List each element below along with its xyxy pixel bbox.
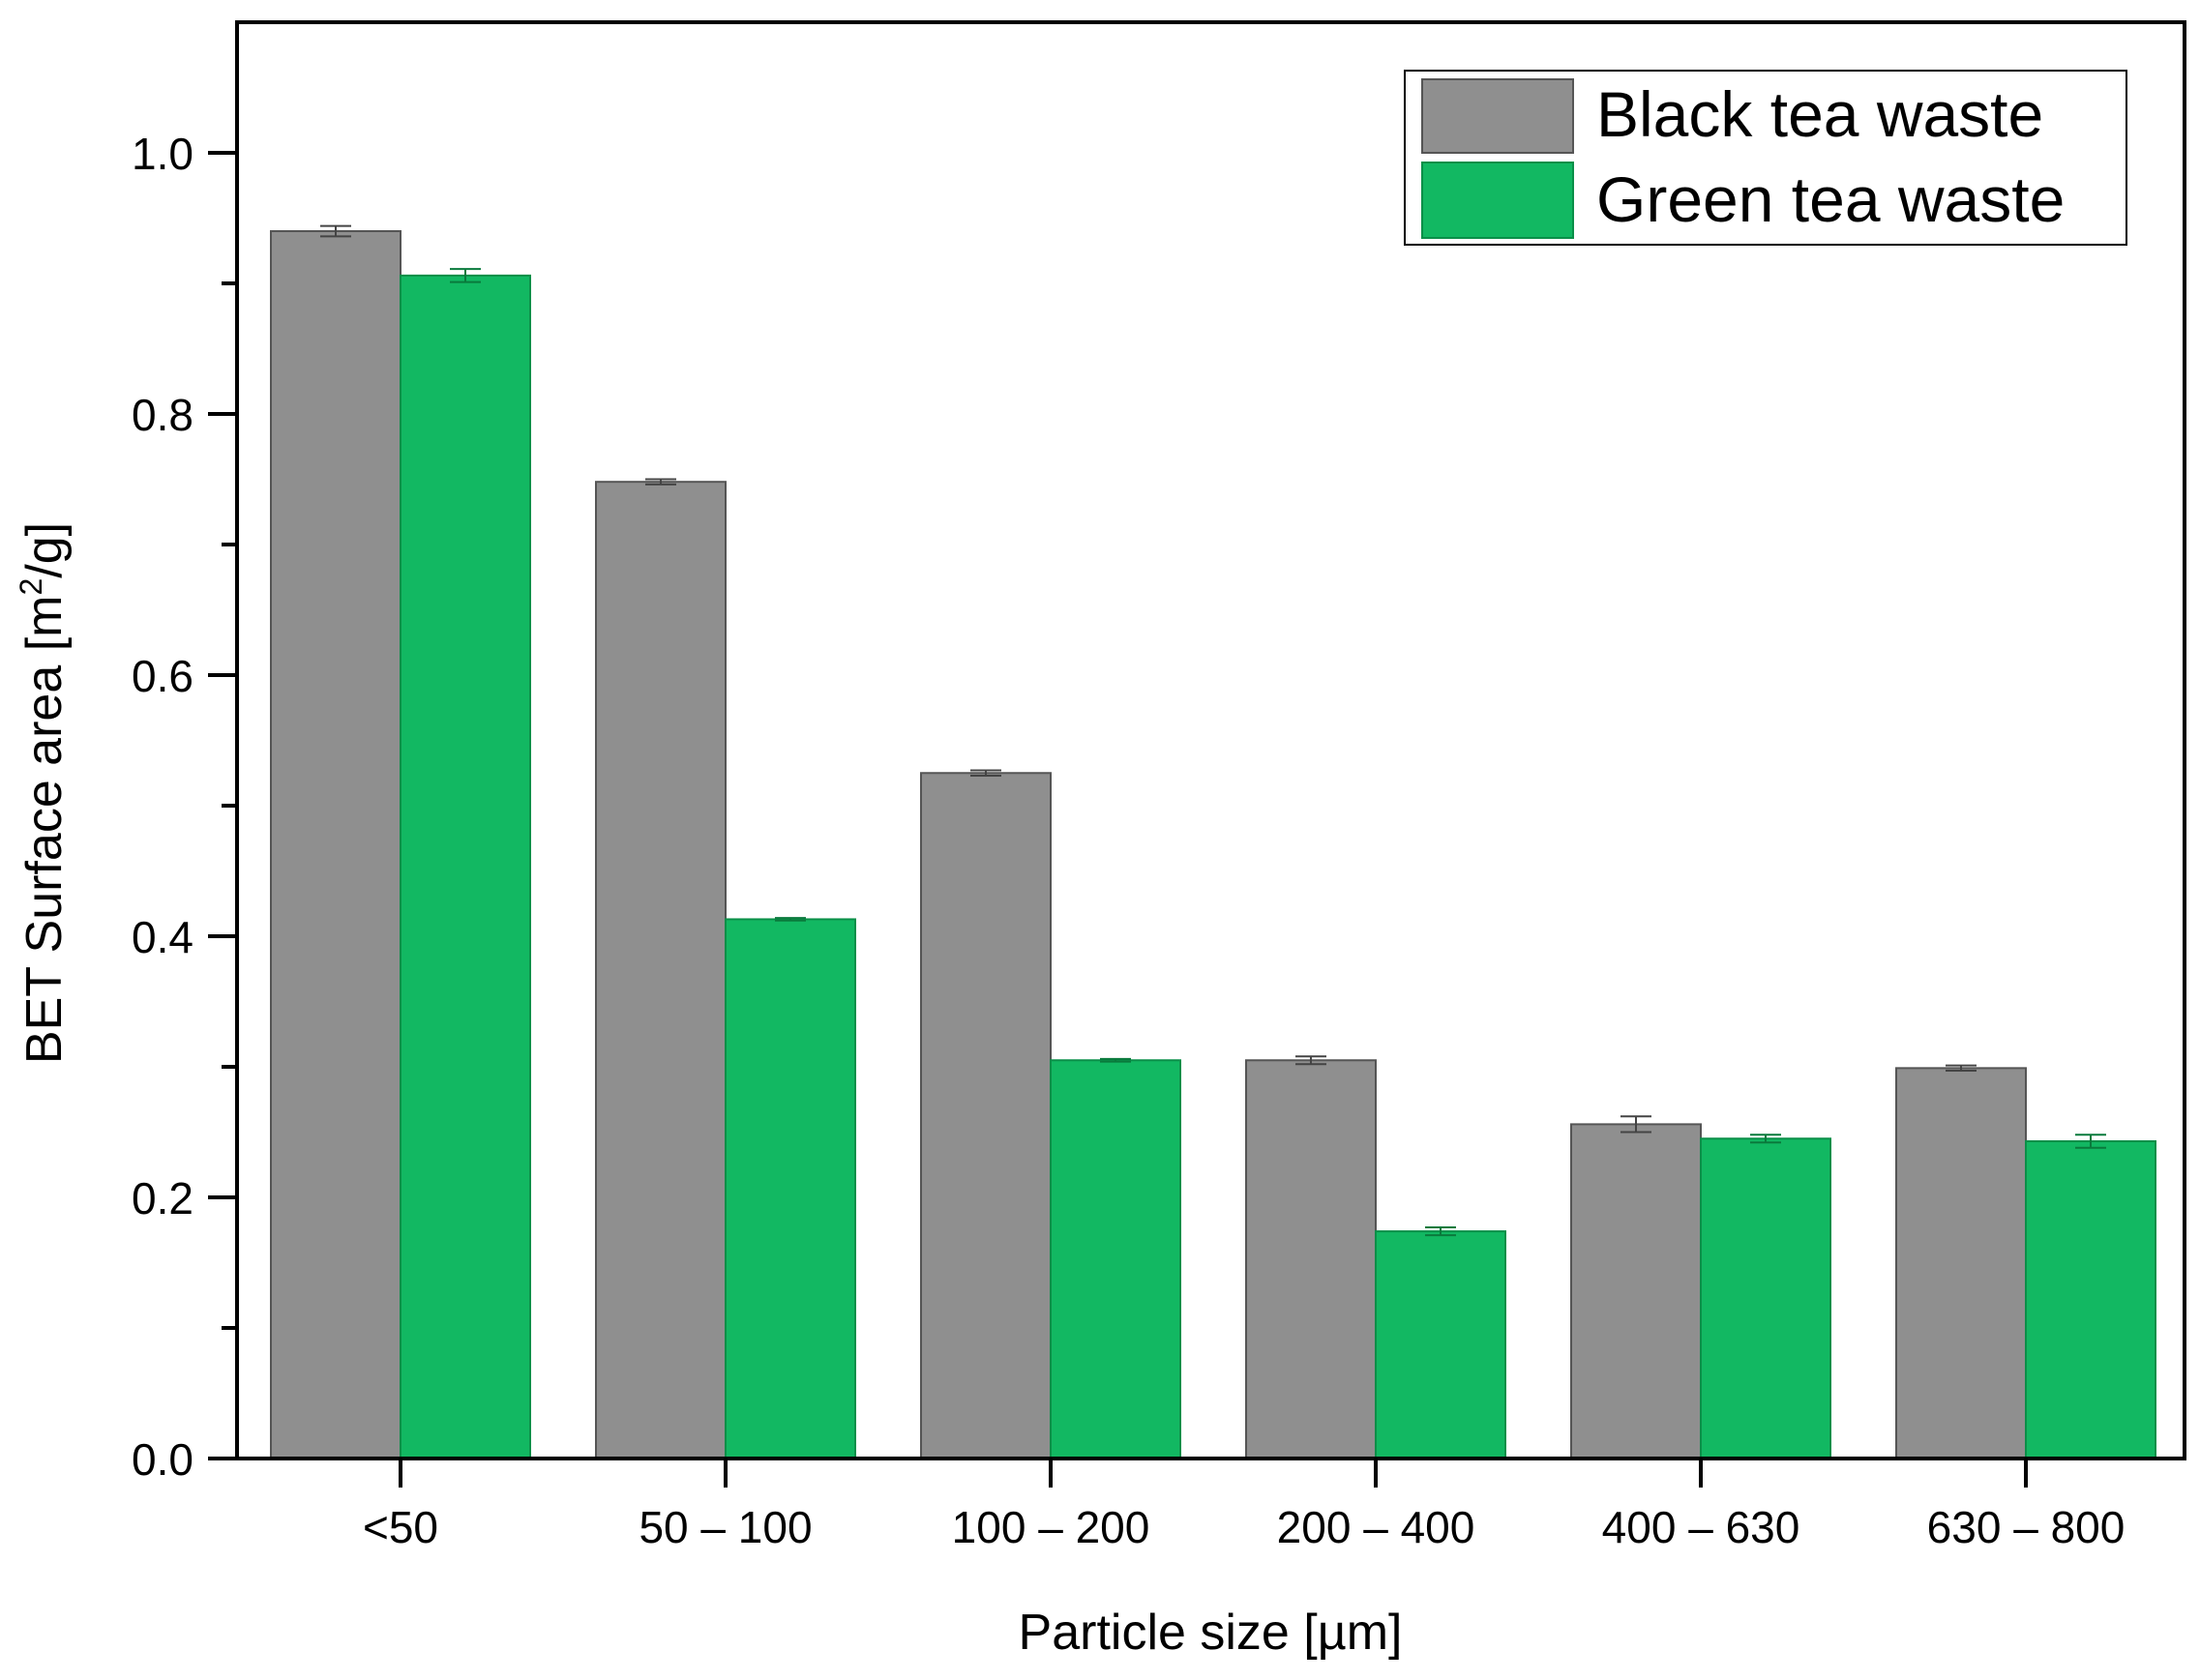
bar-green-tea-3 [1375,1230,1506,1459]
bar-black-tea-2 [920,772,1052,1459]
error-bar-black-tea-5 [1946,1064,1977,1073]
bar-black-tea-4 [1570,1123,1702,1460]
legend-swatch-black-tea [1421,78,1574,154]
error-bar-black-tea-2 [970,769,1001,777]
x-axis-title: Particle size [µm] [1019,1605,1403,1661]
y-axis: 0.0 0.2 0.4 0.6 0.8 1.0 [132,129,237,1485]
y-tick-label: 1.0 [132,129,193,179]
y-tick-label: 0.8 [132,390,193,440]
x-tick-label: 630 – 800 [1927,1502,2126,1552]
y-axis-title-superscript: 2 [14,578,48,596]
y-tick-label: 0.4 [132,912,193,962]
bar-black-tea-3 [1245,1059,1377,1459]
bar-green-tea-0 [400,274,531,1459]
error-bar-green-tea-2 [1100,1057,1131,1063]
y-axis-title-tail: /g] [16,522,73,578]
error-bar-green-tea-0 [450,268,481,283]
x-tick-label: <50 [363,1502,438,1552]
y-tick-label: 0.0 [132,1434,193,1485]
legend-label-green-tea: Green tea waste [1596,163,2065,235]
bar-green-tea-1 [725,918,856,1459]
y-tick-label: 0.2 [132,1173,193,1223]
bar-black-tea-0 [270,230,401,1459]
error-bar-black-tea-1 [645,478,676,486]
error-bar-black-tea-3 [1295,1055,1326,1066]
bar-black-tea-1 [595,481,727,1459]
error-bar-green-tea-5 [2075,1134,2106,1149]
plot-frame [235,20,2186,1460]
x-tick-label: 100 – 200 [952,1502,1150,1552]
bar-green-tea-5 [2025,1139,2156,1459]
legend-label-black-tea: Black tea waste [1596,78,2043,150]
error-bar-black-tea-0 [320,224,351,238]
x-tick-label: 400 – 630 [1602,1502,1800,1552]
x-tick-label: 200 – 400 [1277,1502,1475,1552]
error-bar-green-tea-1 [775,917,806,922]
legend-swatch-green-tea [1421,162,1574,239]
bar-green-tea-4 [1700,1137,1831,1459]
bar-black-tea-5 [1895,1067,2027,1459]
error-bar-green-tea-4 [1750,1134,1781,1144]
y-tick-label: 0.6 [132,651,193,701]
legend: Black tea waste Green tea waste [1404,70,2127,246]
bar-green-tea-2 [1050,1059,1181,1459]
error-bar-green-tea-3 [1425,1226,1456,1237]
y-axis-title-main: BET Surface area [m [16,596,73,1065]
error-bars-layer [320,224,2106,1237]
bars-layer [270,230,2156,1460]
x-axis: <50 50 – 100 100 – 200 200 – 400 400 – 630 63… [363,1459,2125,1552]
x-tick-label: 50 – 100 [639,1502,812,1552]
error-bar-black-tea-4 [1620,1115,1651,1134]
y-axis-title: BET Surface area [m2/g] [14,522,73,1064]
